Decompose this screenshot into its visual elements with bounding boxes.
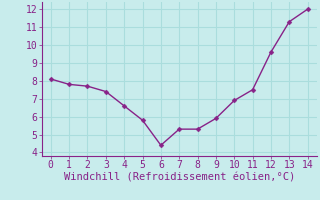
X-axis label: Windchill (Refroidissement éolien,°C): Windchill (Refroidissement éolien,°C) <box>64 173 295 183</box>
